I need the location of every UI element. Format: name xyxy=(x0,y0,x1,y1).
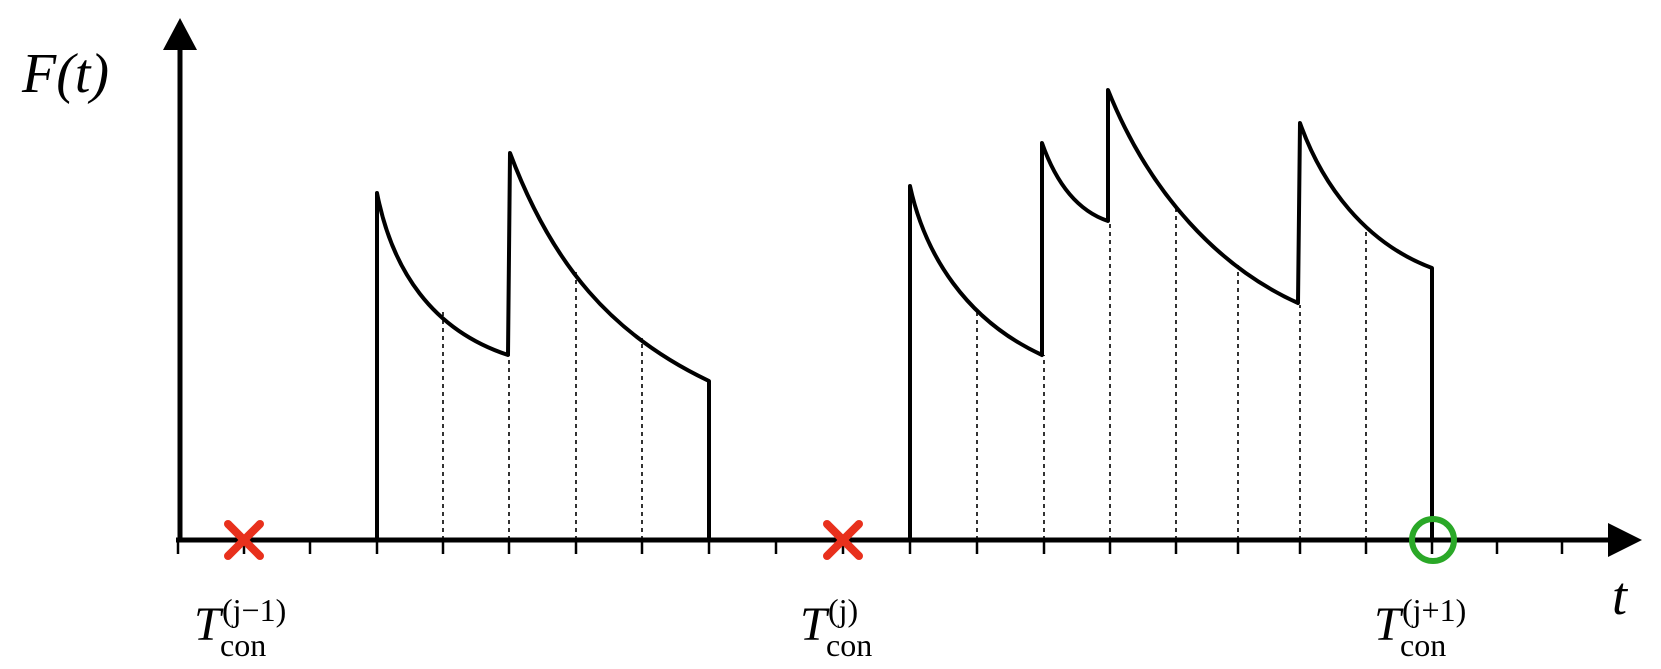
label-sub: con xyxy=(1400,627,1446,663)
x-axis-arrowhead xyxy=(1608,523,1642,557)
cross-stroke-b xyxy=(224,520,264,560)
label-main: T xyxy=(194,598,224,651)
label-sup: (j−1) xyxy=(222,592,286,628)
failure-marker-2 xyxy=(823,520,863,560)
success-marker xyxy=(1409,516,1457,564)
dotted-guides xyxy=(442,208,1367,540)
x-axis-label: t xyxy=(1612,566,1629,626)
label-main: T xyxy=(800,598,830,651)
label-sup: (j) xyxy=(828,592,858,628)
y-axis-label: F(t) xyxy=(21,43,109,105)
pulse-train-2 xyxy=(908,88,1434,540)
cross-stroke-b xyxy=(823,520,863,560)
axes xyxy=(163,18,1642,557)
label-main: T xyxy=(1374,598,1404,651)
label-sub: con xyxy=(826,627,872,663)
label-sub: con xyxy=(220,627,266,663)
failure-marker-1 xyxy=(224,520,264,560)
marker-label-2: T (j) con xyxy=(800,592,872,663)
y-axis-arrowhead xyxy=(163,18,197,50)
label-sup: (j+1) xyxy=(1402,592,1466,628)
pulse-train-1 xyxy=(375,151,711,540)
marker-label-3: T (j+1) con xyxy=(1374,592,1466,663)
marker-label-1: T (j−1) con xyxy=(194,592,286,663)
x-axis-ticks xyxy=(176,540,1564,554)
